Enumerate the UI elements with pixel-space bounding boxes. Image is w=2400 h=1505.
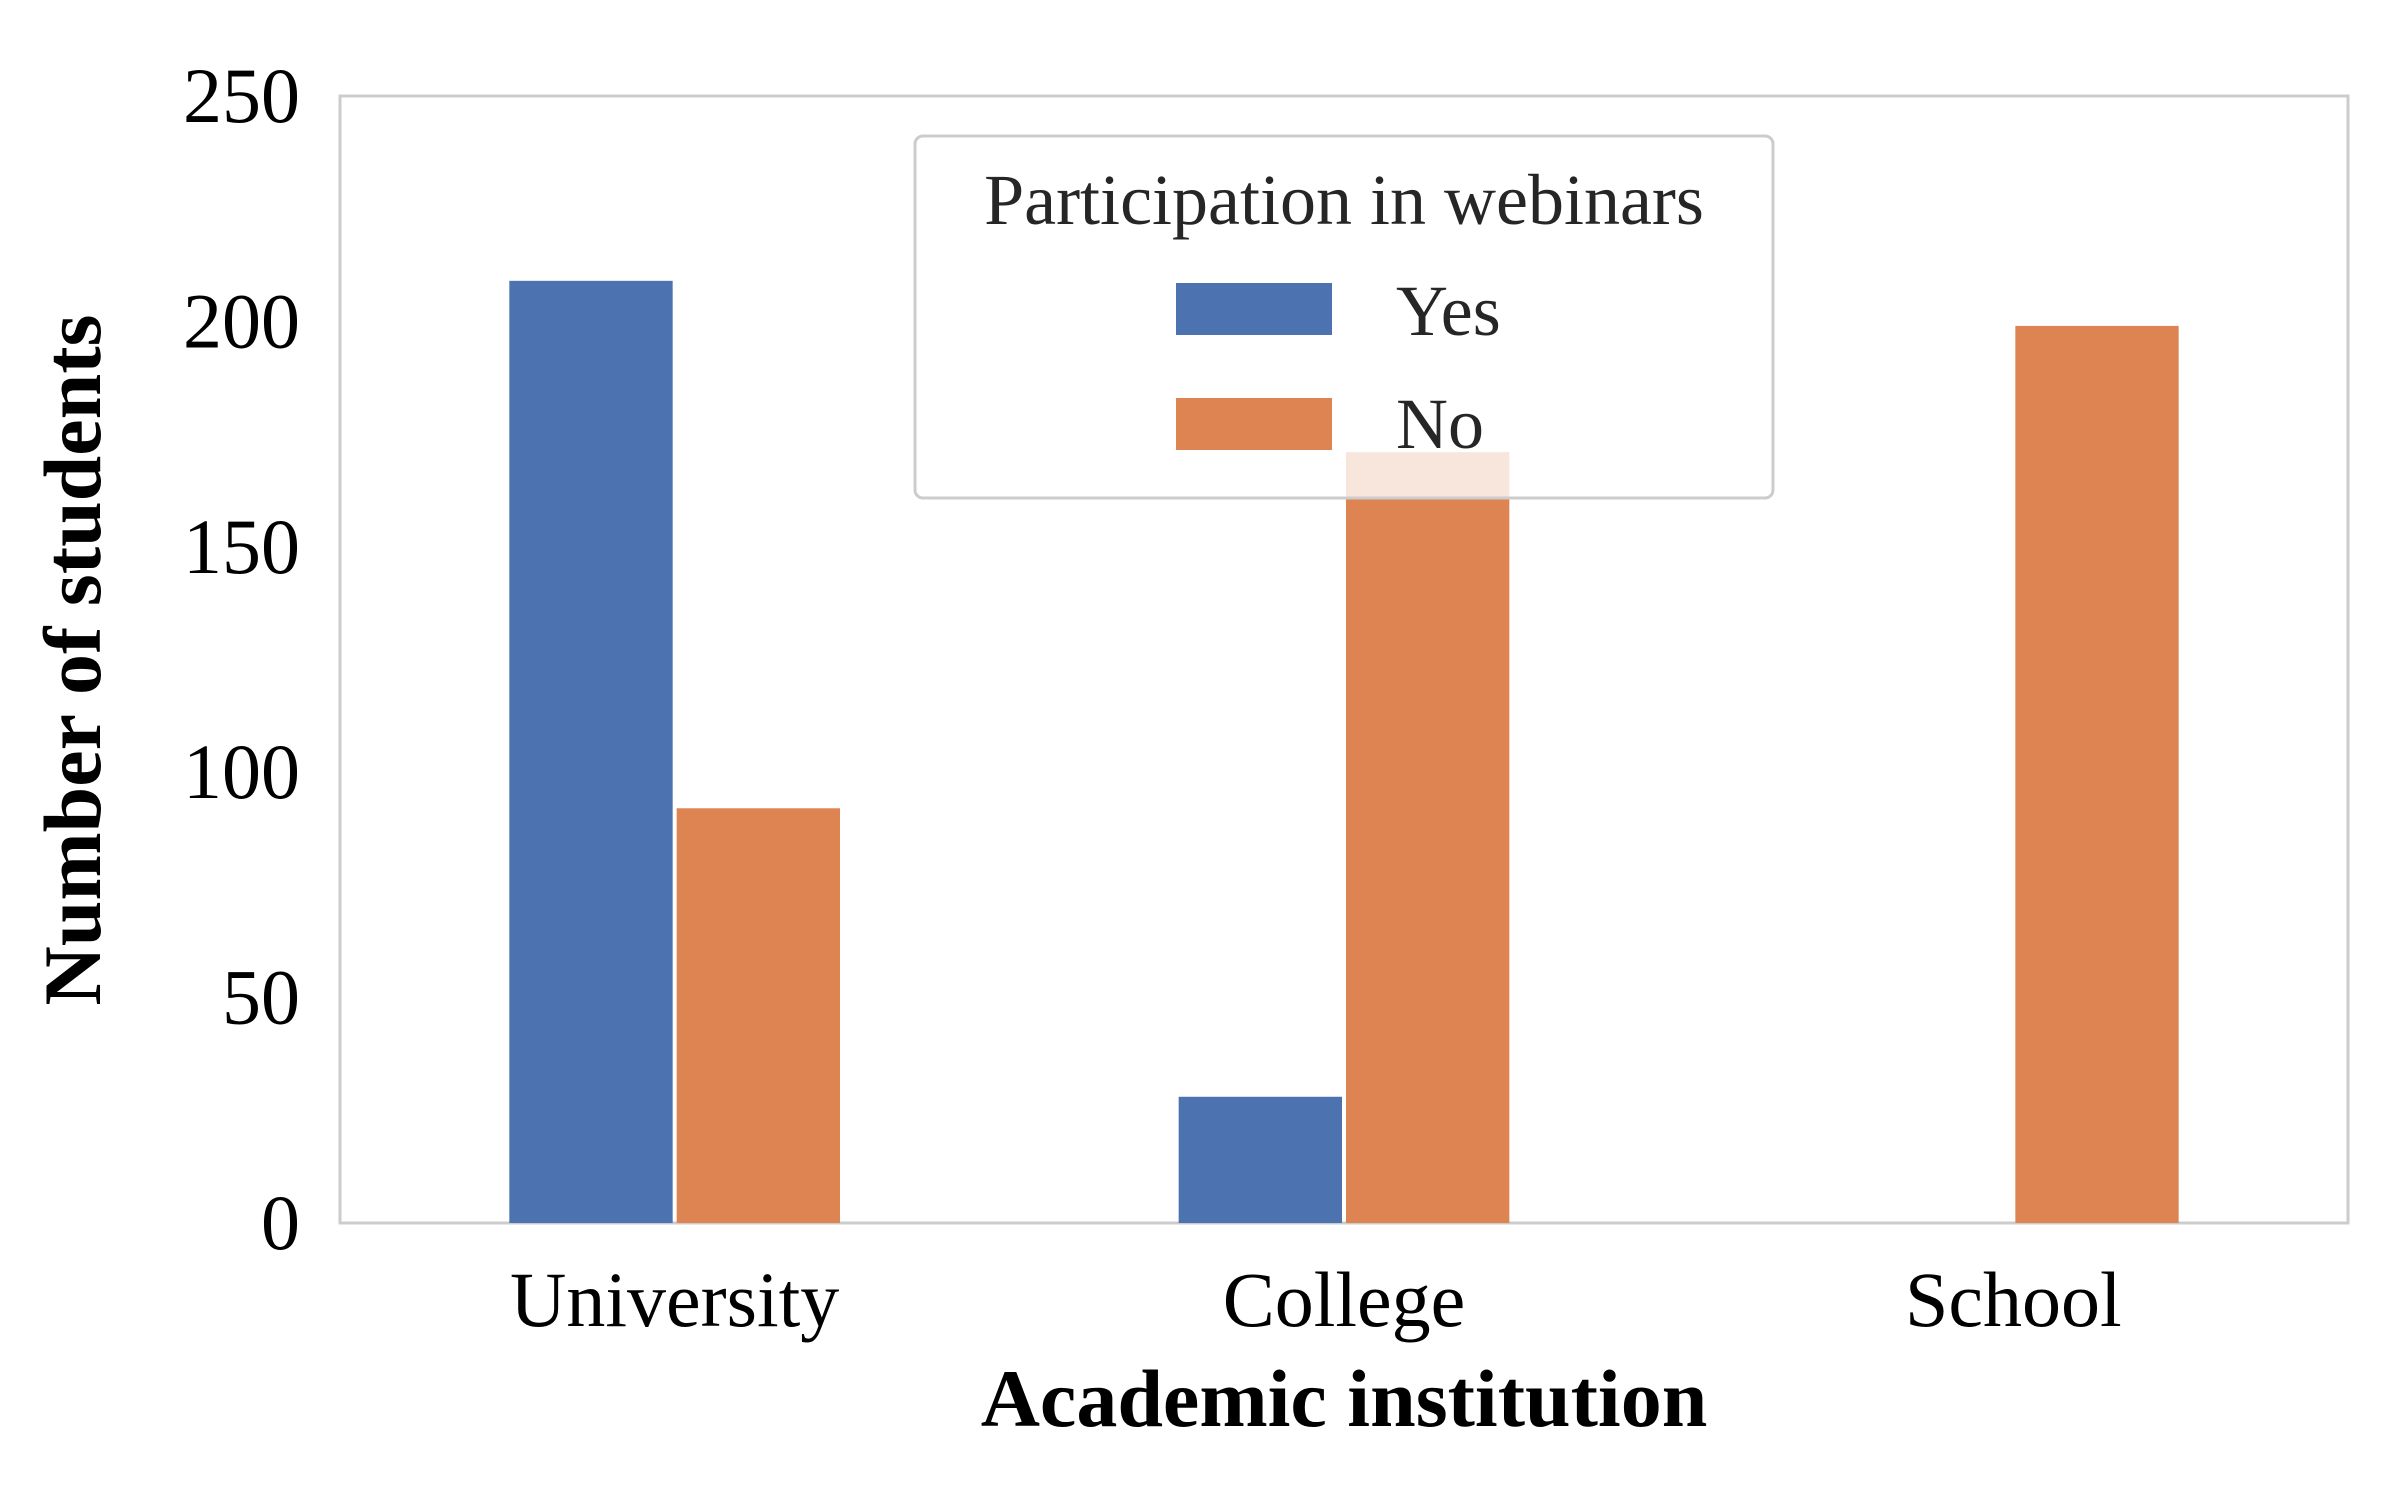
- y-tick-label: 50: [222, 954, 300, 1041]
- y-tick-label: 0: [261, 1179, 300, 1266]
- legend-title: Participation in webinars: [984, 160, 1704, 240]
- bars-layer: [509, 280, 2179, 1224]
- bar-yes-college: [1178, 1096, 1342, 1223]
- y-axis-title: Number of students: [27, 315, 118, 1006]
- legend-swatch-yes: [1176, 283, 1332, 335]
- y-tick-label: 250: [183, 52, 300, 139]
- legend: Participation in webinars Yes No: [913, 134, 1775, 500]
- x-tick-label: University: [510, 1256, 839, 1343]
- x-axis-title: Academic institution: [981, 1353, 1708, 1444]
- x-axis-ticks: University College School: [510, 1256, 2122, 1343]
- bar-no-college: [1346, 452, 1510, 1224]
- bar-no-university: [676, 808, 840, 1223]
- x-tick-label: College: [1223, 1256, 1466, 1343]
- y-tick-label: 100: [183, 728, 300, 815]
- legend-box: [913, 134, 1775, 500]
- bar-no-school: [2015, 325, 2179, 1224]
- bar-yes-university: [509, 280, 673, 1223]
- y-tick-label: 150: [183, 503, 300, 590]
- legend-swatch-no: [1176, 398, 1332, 450]
- y-axis-ticks: 0 50 100 150 200 250: [183, 52, 300, 1266]
- y-tick-label: 200: [183, 277, 300, 364]
- legend-label-no: No: [1396, 384, 1484, 464]
- legend-label-yes: Yes: [1396, 271, 1501, 351]
- x-tick-label: School: [1905, 1256, 2122, 1343]
